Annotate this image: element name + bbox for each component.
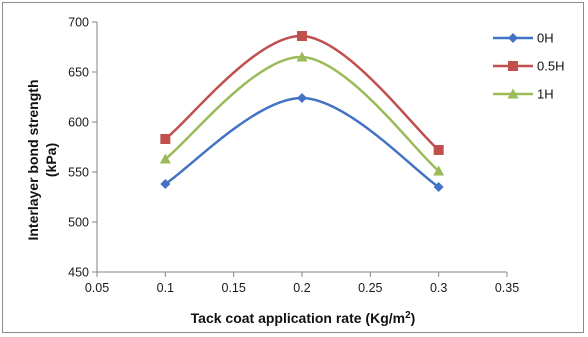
data-point-square <box>160 134 171 144</box>
legend-label: 0H <box>537 31 554 46</box>
x-axis-title-main: Tack coat application rate (Kg/m <box>191 310 405 326</box>
series-0-5H <box>160 31 444 155</box>
series-0H <box>160 93 444 192</box>
y-tick-label: 700 <box>68 16 89 30</box>
legend-label: 0.5H <box>537 59 564 74</box>
series-1H <box>159 51 445 176</box>
y-tick-labels: 450 500 550 600 650 700 <box>68 16 97 280</box>
legend-marker-diamond <box>508 33 518 43</box>
x-tick-label: 0.3 <box>430 281 447 295</box>
x-tick-labels: 0.05 0.1 0.15 0.2 0.25 0.3 0.35 <box>85 272 519 295</box>
data-point-triangle <box>296 51 308 62</box>
legend: 0H 0.5H 1H <box>493 31 564 102</box>
x-axis-title-superscript: 2 <box>405 310 411 321</box>
data-point-triangle <box>433 165 445 176</box>
y-tick-label: 650 <box>68 66 89 80</box>
y-tick-label: 450 <box>68 266 89 280</box>
x-axis-title: Tack coat application rate (Kg/m2) <box>191 310 416 326</box>
data-point-diamond <box>297 93 307 103</box>
y-tick-label: 600 <box>68 116 89 130</box>
x-tick-label: 0.05 <box>85 281 109 295</box>
x-tick-label: 0.15 <box>221 281 245 295</box>
legend-item: 0H <box>493 31 554 46</box>
data-point-diamond <box>160 179 171 189</box>
y-tick-label: 500 <box>68 216 89 230</box>
y-axis-title-line2: (kPa) <box>43 143 59 177</box>
legend-item: 1H <box>493 87 554 102</box>
x-axis-title-suffix: ) <box>411 310 416 326</box>
data-point-diamond <box>433 182 444 192</box>
x-tick-label: 0.35 <box>495 281 519 295</box>
x-tick-label: 0.2 <box>293 281 310 295</box>
data-point-square <box>297 31 307 41</box>
y-axis-title-line1: Interlayer bond strength <box>25 79 41 240</box>
series-line <box>164 96 440 189</box>
x-tick-label: 0.25 <box>358 281 382 295</box>
y-tick-label: 550 <box>68 166 89 180</box>
x-tick-label: 0.1 <box>157 281 174 295</box>
series-layer <box>159 31 445 192</box>
legend-label: 1H <box>537 87 554 102</box>
legend-marker-triangle <box>507 88 519 99</box>
legend-marker-square <box>508 61 518 71</box>
data-point-triangle <box>159 153 171 164</box>
data-point-square <box>433 145 444 155</box>
legend-item: 0.5H <box>493 59 564 74</box>
